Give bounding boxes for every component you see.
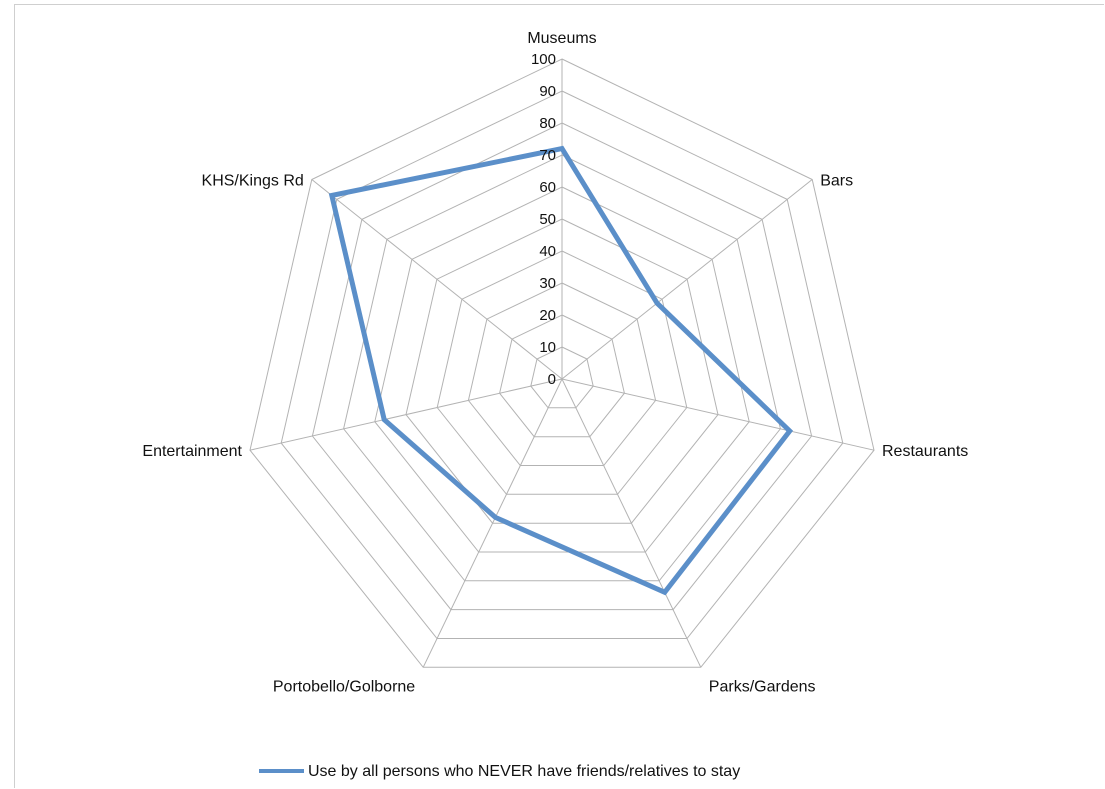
tick-label: 10 xyxy=(539,339,556,356)
axis-spoke xyxy=(561,378,875,451)
series-line xyxy=(328,145,794,596)
grid-ring xyxy=(374,186,750,553)
axis-spoke xyxy=(249,378,563,451)
chart-frame: 0 10 20 30 40 50 60 70 80 90 100 Museums Bars Restau… xyxy=(14,4,1104,788)
category-label: Restaurants xyxy=(882,443,968,460)
tick-label: 80 xyxy=(539,115,556,132)
grid-ring xyxy=(436,250,688,495)
legend: Use by all persons who NEVER have friend… xyxy=(259,763,740,780)
radar-grid xyxy=(249,58,875,668)
grid-ring xyxy=(530,346,594,409)
tick-label: 90 xyxy=(539,83,556,100)
category-label: Bars xyxy=(820,173,853,190)
axis-spoke xyxy=(311,179,563,380)
tick-label: 60 xyxy=(539,179,556,196)
radial-tick-labels: 0 10 20 30 40 50 60 70 80 90 100 xyxy=(531,51,556,388)
category-label: Museums xyxy=(527,30,596,47)
grid-ring xyxy=(311,122,813,611)
category-label: Entertainment xyxy=(142,443,242,460)
category-label: Portobello/Golborne xyxy=(273,678,415,695)
grid-ring xyxy=(280,90,844,639)
radar-chart: 0 10 20 30 40 50 60 70 80 90 100 Museums Bars Restau… xyxy=(142,30,968,780)
radar-series xyxy=(328,145,794,596)
axis-spoke xyxy=(561,179,813,380)
grid-ring xyxy=(499,314,625,438)
tick-label: 20 xyxy=(539,307,556,324)
category-label: KHS/Kings Rd xyxy=(202,173,304,190)
tick-label: 40 xyxy=(539,243,556,260)
category-labels: Museums Bars Restaurants Parks/Gardens Porto… xyxy=(142,30,968,695)
tick-label: 70 xyxy=(539,147,556,164)
tick-label: 100 xyxy=(531,51,556,68)
grid-ring xyxy=(343,154,781,582)
tick-label: 0 xyxy=(548,371,556,388)
grid-ring xyxy=(467,282,657,466)
radar-spokes xyxy=(249,59,875,668)
legend-label: Use by all persons who NEVER have friend… xyxy=(308,763,740,780)
tick-label: 50 xyxy=(539,211,556,228)
axis-spoke xyxy=(422,378,563,668)
grid-ring xyxy=(405,218,719,524)
category-label: Parks/Gardens xyxy=(709,678,816,695)
tick-label: 30 xyxy=(539,275,556,292)
axis-spoke xyxy=(561,378,702,668)
grid-ring xyxy=(249,58,875,668)
